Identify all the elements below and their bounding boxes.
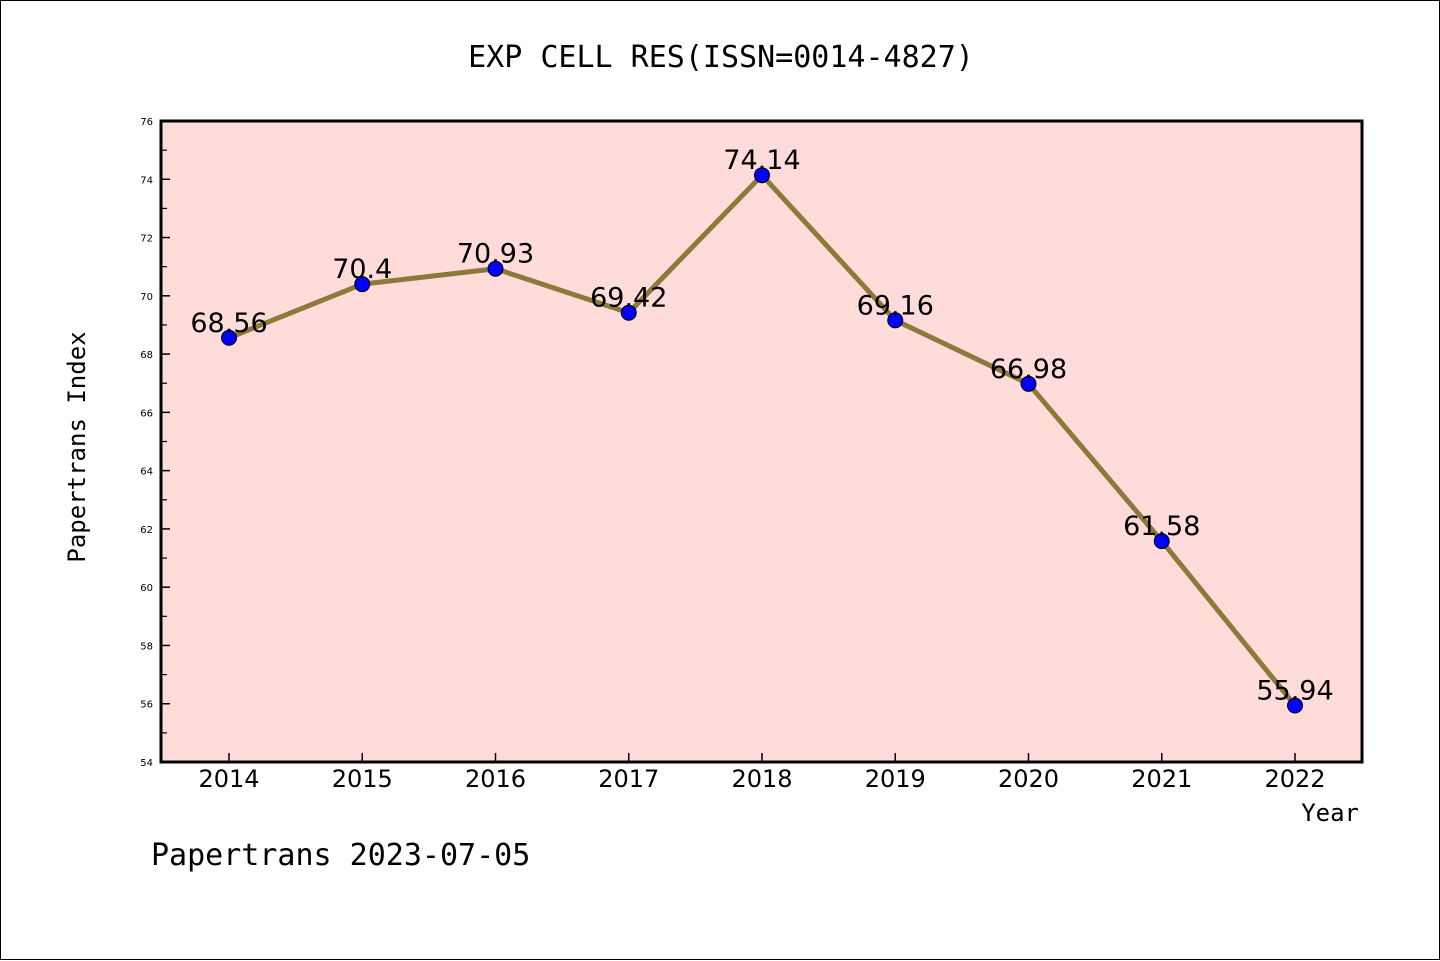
data-labels: 68.56 70.4 70.93 69.42 74.14 69.16 66.98 61.58 5… xyxy=(190,145,1333,706)
x-tick-label-2016: 2016 xyxy=(465,765,526,793)
marker-2019 xyxy=(887,312,904,329)
y-tick-label-54: 54 xyxy=(140,758,153,769)
x-tick-label-2018: 2018 xyxy=(731,765,792,793)
x-tick-label-2015: 2015 xyxy=(332,765,393,793)
plot-border xyxy=(159,119,1364,764)
y-axis: 54 56 58 60 62 64 66 68 70 72 74 76 xyxy=(140,117,170,769)
y-tick-label-70: 70 xyxy=(140,292,153,303)
x-tick-label-2022: 2022 xyxy=(1264,765,1325,793)
y-tick-label-76: 76 xyxy=(140,117,153,128)
x-tick-label-2014: 2014 xyxy=(198,765,259,793)
y-tick-label-62: 62 xyxy=(140,525,153,536)
x-tick-label-2017: 2017 xyxy=(598,765,659,793)
data-label-2017: 69.42 xyxy=(590,283,667,314)
x-tick-label-2020: 2020 xyxy=(998,765,1059,793)
y-tick-label-60: 60 xyxy=(140,583,153,594)
marker-2017 xyxy=(620,304,637,321)
data-label-2020: 66.98 xyxy=(990,354,1067,385)
data-label-2014: 68.56 xyxy=(190,308,267,339)
marker-2016 xyxy=(487,260,504,277)
y-tick-label-56: 56 xyxy=(140,700,153,711)
marker-2018 xyxy=(754,167,770,184)
data-label-2021: 61.58 xyxy=(1123,511,1200,542)
data-label-2016: 70.93 xyxy=(457,239,534,270)
footer-credit: Papertrans 2023-07-05 xyxy=(151,838,530,873)
y-tick-label-68: 68 xyxy=(140,350,153,361)
data-label-2018: 74.14 xyxy=(723,145,800,176)
marker-2014 xyxy=(221,329,237,346)
chart-title: EXP CELL RES(ISSN=0014-4827) xyxy=(468,40,974,75)
y-tick-label-74: 74 xyxy=(140,175,153,186)
x-tick-label-2021: 2021 xyxy=(1131,765,1192,793)
marker-2021 xyxy=(1153,533,1170,550)
y-tick-label-66: 66 xyxy=(140,408,153,419)
marker-2020 xyxy=(1020,375,1037,392)
y-tick-label-58: 58 xyxy=(140,641,153,652)
data-label-2015: 70.4 xyxy=(332,254,392,285)
y-tick-label-72: 72 xyxy=(140,234,153,245)
data-label-2019: 69.16 xyxy=(857,290,934,321)
x-axis: 2014 2015 2016 2017 2018 2019 2020 2021 2022 xyxy=(198,753,1326,793)
y-axis-label: Papertrans Index xyxy=(63,331,91,562)
marker-2022 xyxy=(1287,697,1303,714)
marker-2015 xyxy=(354,276,371,293)
data-label-2022: 55.94 xyxy=(1256,675,1333,706)
x-axis-label: Year xyxy=(1301,799,1359,827)
y-tick-label-64: 64 xyxy=(140,467,153,478)
plot-area xyxy=(161,121,1362,762)
x-tick-label-2019: 2019 xyxy=(865,765,926,793)
series-markers xyxy=(221,167,1303,714)
